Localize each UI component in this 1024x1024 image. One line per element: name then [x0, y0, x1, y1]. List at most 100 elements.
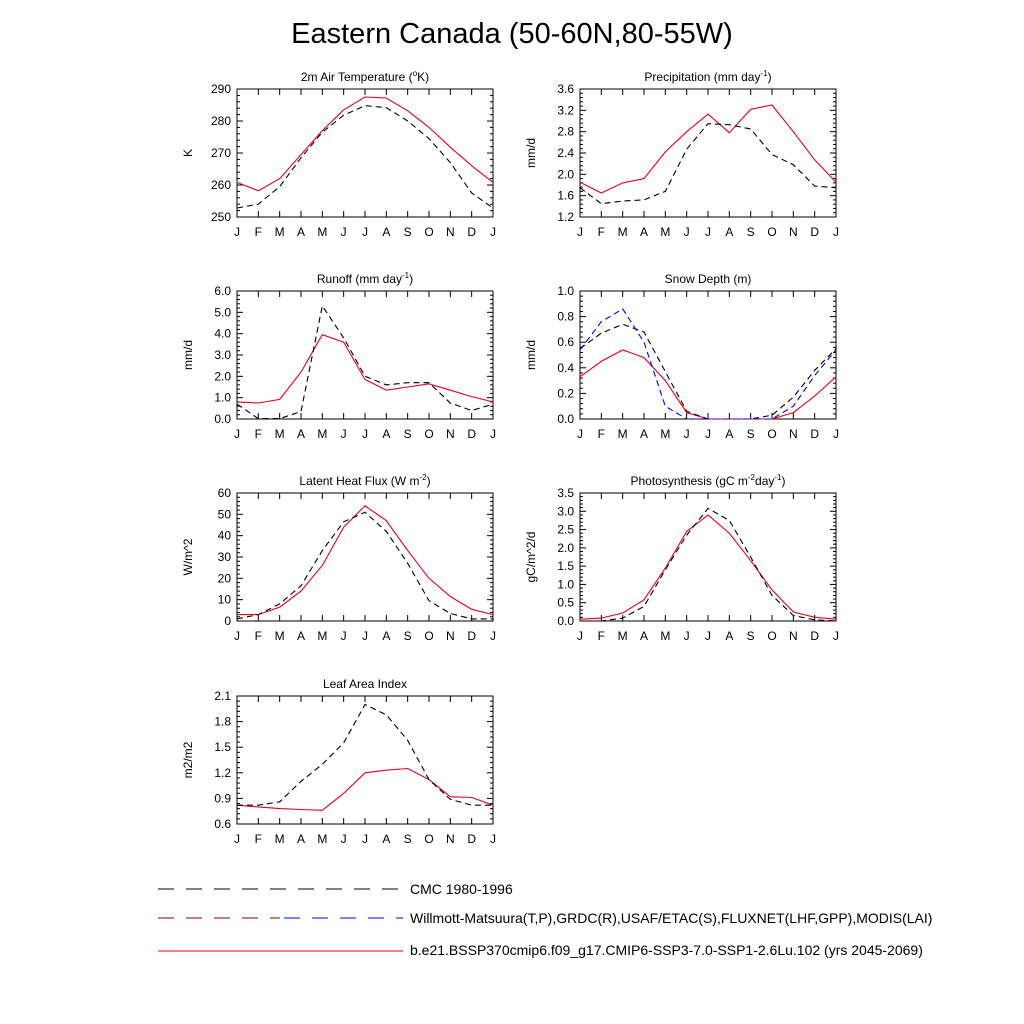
- x-tick-label: J: [684, 225, 690, 239]
- x-tick-label: O: [767, 629, 776, 643]
- x-tick-label: O: [424, 225, 433, 239]
- x-tick-label: N: [789, 225, 798, 239]
- x-tick-label: O: [424, 629, 433, 643]
- series-line-model: [236, 334, 494, 404]
- y-tick-label: 2.4: [557, 146, 574, 160]
- x-tick-label: J: [362, 629, 368, 643]
- x-tick-label: D: [810, 427, 819, 441]
- y-tick-label: 3.2: [557, 103, 574, 117]
- legend-label-observations: Willmott-Matsuura(T,P),GRDC(R),USAF/ETAC…: [410, 910, 933, 926]
- panel-title: Precipitation (mm day-1): [644, 69, 771, 84]
- x-tick-label: J: [234, 427, 240, 441]
- x-tick-label: J: [577, 427, 583, 441]
- y-tick-label: 0.0: [557, 412, 574, 426]
- series-line-cmc: [236, 511, 493, 620]
- series-line-cmc: [580, 507, 837, 622]
- y-axis-label: gC/m^2/d: [524, 532, 538, 583]
- y-tick-label: 50: [218, 507, 232, 521]
- x-tick-label: F: [255, 832, 262, 846]
- series-line-cmc: [236, 304, 494, 420]
- x-tick-label: J: [833, 225, 839, 239]
- x-tick-label: F: [598, 629, 605, 643]
- y-tick-label: 1.0: [214, 391, 231, 405]
- x-tick-label: J: [490, 832, 496, 846]
- x-tick-label: J: [362, 427, 368, 441]
- x-tick-label: A: [382, 629, 390, 643]
- x-tick-label: A: [297, 629, 305, 643]
- x-tick-label: M: [317, 832, 327, 846]
- x-tick-label: S: [404, 832, 412, 846]
- figure-title: Eastern Canada (50-60N,80-55W): [291, 18, 733, 50]
- y-tick-label: 3.6: [557, 82, 574, 96]
- panel-7: Leaf Area Index m2/m2 0.6 0.9 1.2 1.5 1.8 2.1 J F…: [181, 677, 496, 846]
- x-tick-label: S: [747, 427, 755, 441]
- x-tick-label: N: [789, 427, 798, 441]
- y-tick-label: 0.2: [557, 386, 574, 400]
- x-tick-label: A: [382, 225, 390, 239]
- x-tick-label: J: [362, 225, 368, 239]
- y-tick-label: 0.0: [214, 412, 231, 426]
- x-tick-label: S: [404, 629, 412, 643]
- y-tick-label: 260: [211, 178, 231, 192]
- x-tick-label: S: [404, 225, 412, 239]
- y-tick-label: 40: [218, 529, 232, 543]
- y-tick-label: 10: [218, 593, 232, 607]
- series-line-model: [237, 505, 494, 616]
- x-tick-label: O: [767, 225, 776, 239]
- x-tick-label: D: [467, 225, 476, 239]
- y-tick-label: 0.5: [557, 596, 574, 610]
- x-tick-label: M: [275, 427, 285, 441]
- x-tick-label: F: [255, 629, 262, 643]
- panel-5: Latent Heat Flux (W m-2) W/m^2 0 10 20 30 40 50…: [181, 473, 496, 643]
- y-tick-label: 250: [211, 210, 231, 224]
- panel-title: Leaf Area Index: [323, 677, 407, 691]
- plot-frame: [579, 88, 837, 218]
- y-tick-label: 1.6: [557, 189, 574, 203]
- y-tick-label: 270: [211, 146, 231, 160]
- y-tick-label: 1.2: [557, 210, 574, 224]
- x-tick-label: J: [705, 629, 711, 643]
- x-tick-label: J: [341, 225, 347, 239]
- plot-frame: [236, 695, 494, 825]
- y-tick-label: 1.2: [214, 766, 231, 780]
- series-line-model: [579, 514, 837, 620]
- y-tick-label: 0.9: [214, 791, 231, 805]
- x-tick-label: A: [297, 832, 305, 846]
- x-tick-label: A: [640, 225, 648, 239]
- y-tick-label: 2.0: [557, 541, 574, 555]
- y-axis-label: K: [181, 149, 195, 157]
- series-line-model: [236, 96, 494, 192]
- x-tick-label: O: [767, 427, 776, 441]
- x-tick-label: M: [317, 629, 327, 643]
- y-axis-label: mm/d: [524, 340, 538, 370]
- y-tick-label: 0.8: [557, 310, 574, 324]
- series-line-model: [579, 349, 837, 420]
- legend-label-model: b.e21.BSSP370cmip6.f09_g17.CMIP6-SSP3-7.…: [410, 942, 923, 958]
- x-tick-label: J: [490, 225, 496, 239]
- x-tick-label: S: [747, 225, 755, 239]
- x-tick-label: D: [467, 832, 476, 846]
- x-tick-label: O: [424, 832, 433, 846]
- y-tick-label: 0.0: [557, 614, 574, 628]
- x-tick-label: A: [725, 629, 733, 643]
- x-tick-label: A: [297, 225, 305, 239]
- panel-4: Snow Depth (m)mm/d0.00.20.40.60.81.0J F M A…: [524, 272, 839, 441]
- panel-title: Snow Depth (m): [665, 272, 752, 286]
- x-tick-label: J: [577, 629, 583, 643]
- x-tick-label: A: [640, 427, 648, 441]
- y-tick-label: 2.0: [557, 167, 574, 181]
- x-tick-label: A: [382, 832, 390, 846]
- x-tick-label: J: [362, 832, 368, 846]
- y-tick-label: 2.0: [214, 369, 231, 383]
- x-tick-label: A: [640, 629, 648, 643]
- x-tick-label: M: [275, 225, 285, 239]
- plot-frame: [236, 88, 494, 218]
- series-line-model: [579, 104, 837, 194]
- y-tick-label: 1.5: [214, 740, 231, 754]
- x-tick-label: M: [660, 427, 670, 441]
- y-tick-label: 20: [218, 571, 232, 585]
- y-tick-label: 280: [211, 114, 231, 128]
- y-tick-label: 3.0: [214, 348, 231, 362]
- series-line-obs: [579, 308, 837, 420]
